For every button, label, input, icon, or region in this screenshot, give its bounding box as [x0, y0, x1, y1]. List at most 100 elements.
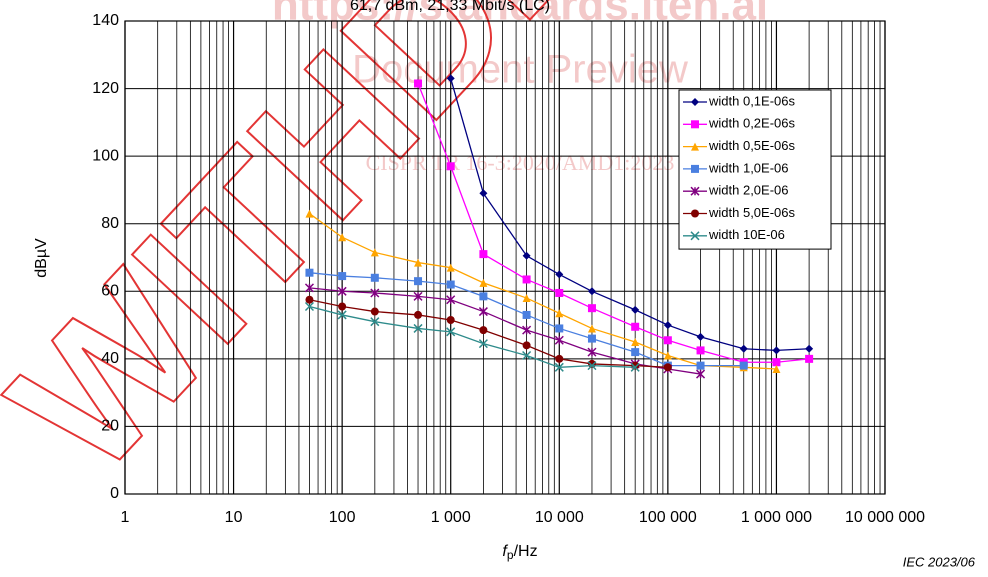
- marker: [305, 268, 314, 277]
- marker: [630, 362, 640, 372]
- series-line: [309, 305, 636, 368]
- marker: [337, 286, 347, 296]
- x-tick-label: 100 000: [639, 509, 697, 526]
- marker: [631, 361, 640, 370]
- marker: [805, 344, 814, 353]
- marker: [772, 358, 781, 367]
- series-line: [309, 299, 668, 368]
- marker: [554, 362, 564, 372]
- watermark: https://standards.iteh.ai Document Previ…: [0, 0, 948, 513]
- legend-label: width 10E-06: [708, 227, 785, 242]
- marker: [370, 317, 380, 327]
- series: [304, 283, 706, 379]
- marker: [479, 278, 488, 287]
- watermark-url: https://standards.iteh.ai: [272, 0, 768, 30]
- marker: [663, 363, 672, 372]
- marker: [554, 335, 564, 345]
- marker: [522, 251, 531, 260]
- y-tick-label: 60: [101, 283, 119, 300]
- watermark-stamp: WITHDRAWN: [0, 0, 948, 513]
- x-axis-label: fp/Hz: [502, 543, 537, 562]
- marker: [478, 339, 488, 349]
- marker: [479, 292, 488, 301]
- series-line: [309, 213, 777, 370]
- marker: [446, 263, 455, 272]
- marker: [805, 354, 814, 363]
- x-tick-label: 10 000 000: [845, 509, 925, 526]
- series-line: [309, 287, 701, 375]
- marker: [555, 324, 564, 333]
- plot-frame: [124, 20, 886, 495]
- marker: [690, 231, 700, 241]
- x-label-symbol: f: [502, 543, 508, 560]
- marker: [696, 346, 705, 355]
- marker: [631, 322, 640, 331]
- marker: [555, 354, 564, 363]
- marker: [522, 341, 531, 350]
- marker: [631, 337, 640, 346]
- y-tick-label: 140: [92, 12, 119, 29]
- marker: [414, 79, 423, 88]
- marker: [587, 347, 597, 357]
- marker: [305, 209, 314, 218]
- marker: [446, 295, 456, 305]
- chart-title: 61,7 dBm, 21,33 Mbit/s (LC): [350, 0, 550, 14]
- marker: [304, 301, 314, 312]
- y-tick-label: 20: [101, 418, 119, 435]
- legend-label: width 2,0E-06: [708, 183, 789, 198]
- marker: [522, 275, 531, 284]
- x-label-unit: /Hz: [514, 543, 538, 560]
- marker: [691, 98, 699, 106]
- x-tick-label: 100: [329, 509, 356, 526]
- series: [305, 295, 672, 372]
- marker: [555, 270, 564, 279]
- marker: [691, 164, 699, 173]
- legend-label: width 0,1E-06s: [708, 93, 795, 108]
- x-tick-label: 1: [121, 509, 130, 526]
- series: [446, 74, 814, 355]
- marker: [338, 233, 347, 242]
- y-tick-label: 120: [92, 80, 119, 97]
- marker: [631, 305, 640, 314]
- marker: [370, 273, 379, 282]
- marker: [587, 324, 596, 333]
- y-tick-label: 40: [101, 350, 119, 367]
- marker: [696, 332, 705, 341]
- marker: [522, 350, 532, 361]
- marker: [413, 291, 423, 301]
- marker: [691, 142, 699, 151]
- marker: [305, 295, 314, 304]
- watermark-preview: Document Preview: [352, 48, 688, 92]
- watermark-reference: CISPR TR 16-3:2020/AMD1:2023: [366, 150, 675, 175]
- marker: [446, 280, 455, 289]
- marker: [772, 364, 781, 373]
- x-tick-label: 10: [225, 509, 243, 526]
- series-line: [417, 83, 810, 363]
- marker: [587, 304, 596, 313]
- y-tick-label: 0: [110, 485, 119, 502]
- marker: [413, 323, 423, 333]
- marker: [587, 334, 596, 343]
- marker: [338, 272, 347, 281]
- series: [304, 301, 640, 372]
- legend-box: [678, 89, 832, 250]
- marker: [479, 189, 488, 198]
- marker: [370, 248, 379, 257]
- marker: [414, 277, 423, 286]
- marker: [522, 310, 531, 319]
- marker: [631, 348, 640, 357]
- marker: [663, 321, 672, 330]
- y-tick-label: 100: [92, 147, 119, 164]
- marker: [338, 302, 347, 311]
- marker: [522, 294, 531, 303]
- x-tick-label: 1 000 000: [741, 509, 812, 526]
- marker: [691, 120, 699, 129]
- marker: [370, 288, 380, 298]
- x-tick-label: 1 000: [431, 509, 471, 526]
- legend-label: width 1,0E-06: [708, 160, 789, 175]
- marker: [587, 287, 596, 296]
- marker: [772, 346, 781, 355]
- legend-label: width 5,0E-06s: [708, 205, 795, 220]
- marker: [555, 309, 564, 318]
